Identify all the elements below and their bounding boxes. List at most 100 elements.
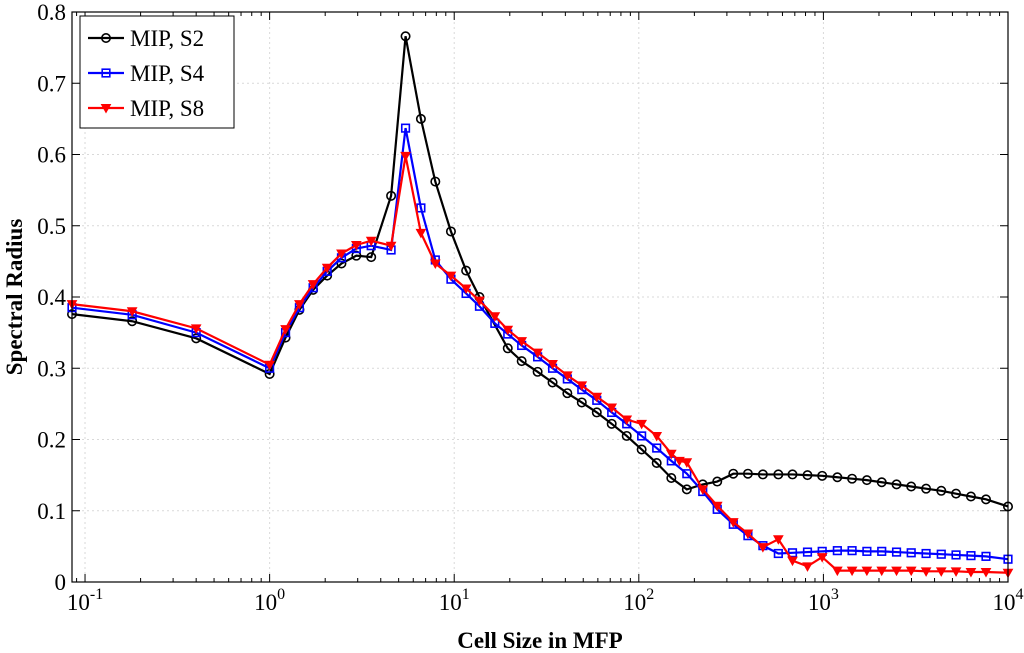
data-point <box>697 485 709 495</box>
y-tick-label: 0.7 <box>37 71 66 96</box>
data-point <box>742 468 753 479</box>
data-point <box>445 271 457 282</box>
data-point <box>385 241 397 252</box>
data-point <box>415 113 426 124</box>
series-line <box>71 127 1009 561</box>
x-tick-exponent: 1 <box>462 586 470 603</box>
data-point <box>191 333 202 344</box>
data-point <box>681 484 692 495</box>
x-tick-label: 10-1 <box>67 586 103 615</box>
data-point <box>321 263 333 274</box>
x-tick-base: 10 <box>623 590 646 615</box>
x-tick-label: 103 <box>808 586 839 615</box>
data-point <box>516 337 528 347</box>
data-point <box>876 566 888 577</box>
x-tick-base: 10 <box>439 590 462 615</box>
data-point <box>621 415 633 426</box>
x-tick-exponent: 3 <box>831 586 839 603</box>
series-line <box>71 36 1009 508</box>
data-point <box>651 458 662 469</box>
x-tick-exponent: 0 <box>277 586 285 603</box>
y-tick-label: 0.5 <box>37 214 66 239</box>
data-point <box>350 240 362 251</box>
data-point <box>606 418 617 429</box>
data-point <box>712 476 723 487</box>
data-point <box>351 250 362 261</box>
data-point <box>415 228 427 239</box>
data-point <box>861 475 872 486</box>
data-point <box>847 546 857 556</box>
data-point <box>951 550 961 560</box>
legend: MIP, S2 MIP, S4 MIP, S8 <box>79 15 235 129</box>
x-tick-label: 102 <box>623 586 654 615</box>
data-point <box>336 249 347 260</box>
series-1 <box>67 123 1013 564</box>
y-tick-label: 0.1 <box>37 499 66 524</box>
legend-item: MIP, S4 <box>88 61 205 86</box>
data-point <box>787 469 798 480</box>
x-tick-base: 10 <box>67 590 90 615</box>
data-point <box>711 501 723 512</box>
legend-label: MIP, S8 <box>130 96 204 121</box>
data-point <box>832 472 843 483</box>
data-point <box>832 546 842 556</box>
data-point <box>474 296 485 307</box>
data-point <box>965 491 976 502</box>
legend-label: MIP, S2 <box>130 26 204 51</box>
plot-series <box>66 31 1014 579</box>
data-point <box>429 259 441 270</box>
data-point <box>561 371 573 381</box>
data-point <box>846 566 858 577</box>
data-point <box>742 529 754 540</box>
data-point <box>547 377 558 388</box>
data-point <box>831 566 843 577</box>
x-tick-label: 100 <box>254 586 285 615</box>
data-point <box>877 546 887 556</box>
data-point <box>951 488 962 499</box>
data-point <box>126 307 138 317</box>
data-point <box>416 203 426 213</box>
data-point <box>502 343 513 354</box>
data-point <box>591 392 603 403</box>
x-tick-label: 104 <box>993 586 1024 615</box>
data-point <box>651 431 663 442</box>
data-point <box>728 468 739 479</box>
data-point <box>666 472 677 483</box>
data-point <box>400 31 411 42</box>
data-point <box>921 548 931 559</box>
data-point <box>621 430 632 441</box>
data-point <box>307 280 319 290</box>
legend-marker <box>101 68 111 78</box>
data-point <box>606 403 618 413</box>
data-point <box>802 547 813 557</box>
data-point <box>386 190 397 201</box>
data-point <box>430 176 441 187</box>
data-point <box>532 348 543 359</box>
data-point <box>757 469 768 480</box>
data-point <box>547 359 558 370</box>
data-point <box>682 469 692 479</box>
data-point <box>891 479 902 490</box>
data-point <box>966 551 976 561</box>
x-tick-base: 10 <box>254 590 277 615</box>
data-point <box>906 548 916 558</box>
y-tick-label: 0 <box>55 570 67 595</box>
data-point <box>400 123 411 133</box>
data-point <box>891 547 902 557</box>
data-point <box>802 470 813 481</box>
data-point <box>905 566 917 577</box>
legend-label: MIP, S4 <box>130 61 205 86</box>
data-point <box>773 469 784 480</box>
x-tick-exponent: -1 <box>90 586 103 603</box>
data-point <box>936 485 947 496</box>
x-axis-title: Cell Size in MFP <box>457 628 622 653</box>
data-point <box>637 431 647 441</box>
x-tick-exponent: 2 <box>646 586 654 603</box>
data-point <box>920 567 932 577</box>
data-point <box>280 325 291 335</box>
data-point <box>445 226 456 237</box>
legend-marker <box>100 104 112 114</box>
data-point <box>727 518 739 528</box>
data-point <box>891 566 902 577</box>
data-point <box>516 356 527 367</box>
